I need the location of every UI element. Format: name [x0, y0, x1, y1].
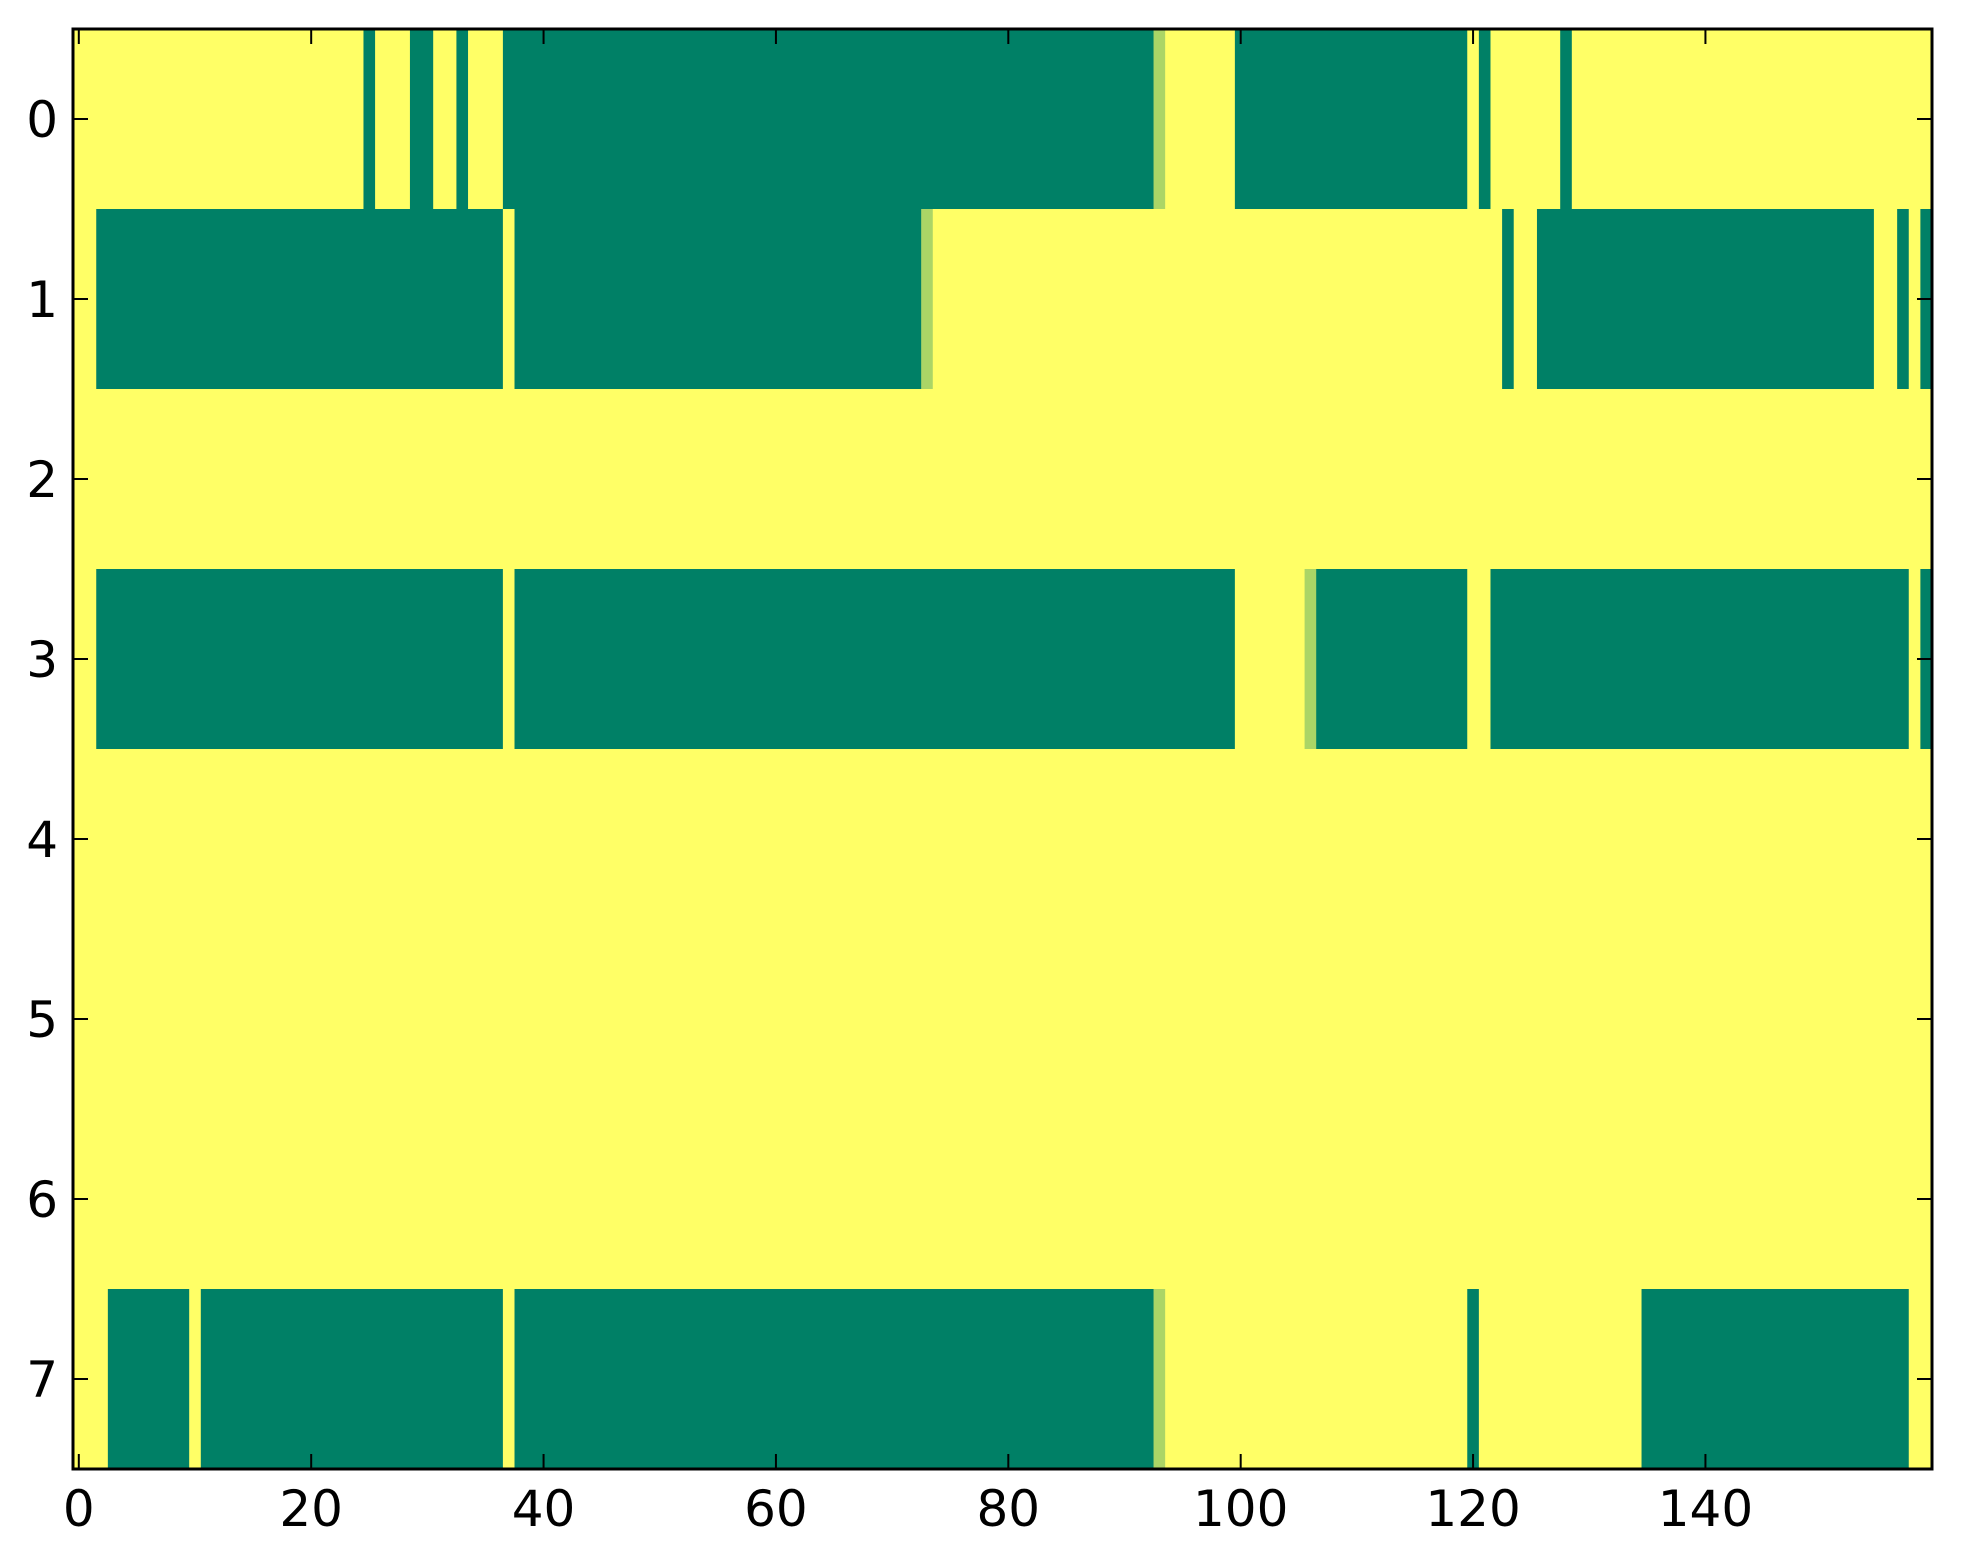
heatmap-cell-run [1467, 1289, 1480, 1470]
axis-ticks [73, 29, 1932, 1469]
heatmap-cell-run [502, 29, 1155, 210]
heatmap-cell-run [73, 389, 1933, 570]
heatmap-cell-run [73, 29, 364, 210]
x-tick-label: 40 [512, 1480, 576, 1538]
x-tick-label: 80 [976, 1480, 1040, 1538]
plot-frame [71, 27, 1934, 1471]
heatmap-cell-run [456, 29, 469, 210]
heatmap-cell-run [1234, 569, 1306, 750]
heatmap-cell-run [921, 209, 934, 390]
heatmap-cell-run [73, 1109, 1933, 1290]
heatmap-cell-run [1467, 569, 1491, 750]
heatmap-cell-run [73, 929, 1933, 1110]
heatmap-cell-run [1908, 209, 1921, 390]
x-tick-label: 20 [279, 1480, 343, 1538]
x-tick-label: 140 [1658, 1480, 1753, 1538]
heatmap-cell-run [200, 1289, 504, 1470]
x-tick-label: 120 [1425, 1480, 1520, 1538]
heatmap-cell-run [363, 29, 376, 210]
heatmap-cell-run [1641, 1289, 1910, 1470]
y-tick-label: 6 [26, 1171, 58, 1229]
heatmap-cell-run [1536, 209, 1875, 390]
heatmap-cell-run [96, 209, 504, 390]
heatmap-cell-run [1165, 1289, 1468, 1470]
y-tick-label: 3 [26, 631, 58, 689]
heatmap-cell-run [514, 209, 922, 390]
heatmap-cell-run [1502, 209, 1515, 390]
heatmap-cell-run [514, 569, 1236, 750]
heatmap-cell-run [1304, 569, 1317, 750]
heatmap-cell-run [107, 1289, 190, 1470]
x-tick-labels: 0 20 40 60 80 100 120 140 [63, 1480, 1753, 1538]
heatmap-cell-run [1571, 29, 1933, 210]
y-tick-label: 1 [26, 271, 58, 329]
heatmap-cell-run [1873, 209, 1898, 390]
heatmap-cell-run [502, 209, 516, 390]
heatmap-cell-run [1467, 29, 1480, 210]
heatmap-cell-run [189, 1289, 202, 1470]
y-tick-label: 5 [26, 991, 58, 1049]
heatmap-cell-run [1560, 29, 1573, 210]
heatmap-cell-run [1478, 1289, 1643, 1470]
heatmap-cell-run [1316, 569, 1468, 750]
heatmap-cell-run [73, 749, 1933, 930]
x-tick-label: 60 [744, 1480, 808, 1538]
heatmap-cell-run [1478, 29, 1491, 210]
heatmap-cell-run [502, 1289, 516, 1470]
y-tick-label: 0 [26, 91, 58, 149]
x-tick-label: 0 [63, 1480, 95, 1538]
heatmap-cell-run [409, 29, 434, 210]
heatmap-cell-run [1908, 569, 1921, 750]
y-tick-label: 4 [26, 811, 58, 869]
heatmap-cell-run [502, 569, 516, 750]
heatmap-cell-run [1490, 29, 1561, 210]
heatmap-cell-run [1165, 29, 1236, 210]
heatmap-cell-run [433, 29, 457, 210]
heatmap-cells [73, 29, 1933, 1470]
x-tick-label: 100 [1193, 1480, 1288, 1538]
heatmap-cell-run [375, 29, 411, 210]
heatmap-cell-run [1897, 209, 1910, 390]
heatmap-cell-run [1513, 209, 1538, 390]
heatmap-cell-run [1153, 29, 1166, 210]
heatmap-cell-run [1490, 569, 1910, 750]
y-tick-labels: 0 1 2 3 4 5 6 7 [26, 91, 58, 1409]
heatmap-cell-run [1234, 29, 1468, 210]
heatmap-cell-run [96, 569, 504, 750]
y-tick-label: 7 [26, 1351, 58, 1409]
heatmap-cell-run [1153, 1289, 1166, 1470]
heatmap-cell-run [514, 1289, 1155, 1470]
y-tick-label: 2 [26, 451, 58, 509]
heatmap-cell-run [932, 209, 1503, 390]
heatmap-cell-run [468, 29, 504, 210]
